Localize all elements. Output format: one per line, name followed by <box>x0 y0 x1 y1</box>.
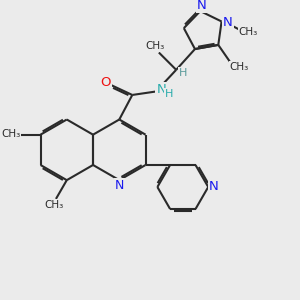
Text: CH₃: CH₃ <box>1 129 20 139</box>
Text: N: N <box>223 16 233 29</box>
Text: N: N <box>156 83 166 96</box>
Text: H: H <box>179 68 188 78</box>
Text: H: H <box>165 89 173 99</box>
Text: CH₃: CH₃ <box>146 41 165 51</box>
Text: N: N <box>115 179 124 192</box>
Text: N: N <box>209 181 219 194</box>
Text: CH₃: CH₃ <box>239 27 258 37</box>
Text: CH₃: CH₃ <box>230 61 249 72</box>
Text: O: O <box>100 76 111 89</box>
Text: CH₃: CH₃ <box>44 200 63 210</box>
Text: N: N <box>196 0 206 12</box>
